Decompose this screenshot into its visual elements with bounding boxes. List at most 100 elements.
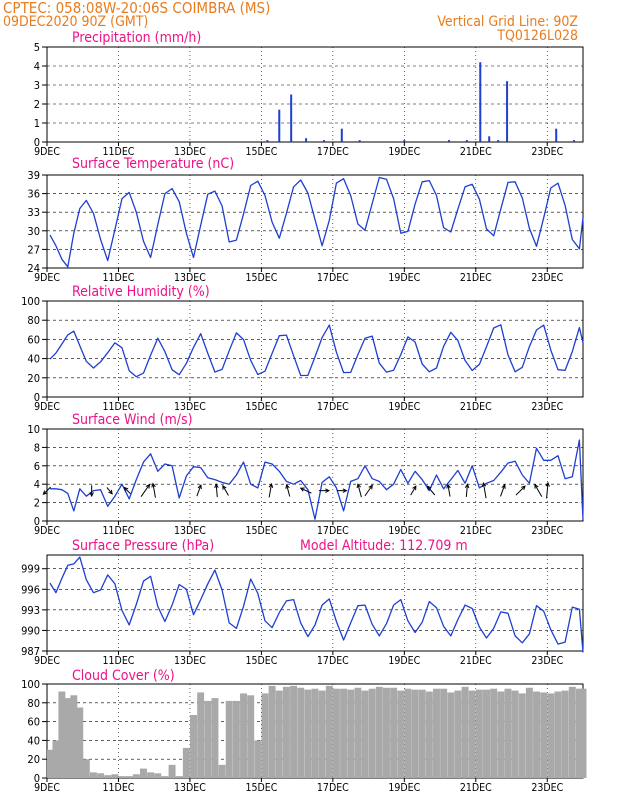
cloud-bar xyxy=(411,689,419,778)
cloud-bar xyxy=(579,688,587,778)
x-tick-label: 21DEC xyxy=(460,782,492,794)
wind-arrow xyxy=(151,482,156,498)
wind-arrow-shaft xyxy=(465,484,468,497)
cloud-bar xyxy=(268,685,276,778)
x-tick-label: 11DEC xyxy=(103,272,135,284)
cloud-bar xyxy=(433,688,440,778)
precip-bar xyxy=(555,128,558,142)
wind-arrow xyxy=(196,484,202,497)
y-tick-label: 8 xyxy=(34,441,40,454)
cloud-bar xyxy=(47,749,54,778)
cloud-bar xyxy=(504,688,512,778)
cloud-bar xyxy=(76,707,84,778)
y-tick-label: 6 xyxy=(34,460,40,473)
cloud-bar xyxy=(461,686,469,778)
panel-wind: 0 2 4 6 8 10 9DEC 11DEC 13DEC 15DEC 17DEC 19DEC 21DE… xyxy=(27,412,584,537)
y-tick-label: 5 xyxy=(34,41,40,54)
cloud-bar xyxy=(540,692,548,778)
cloud-bar xyxy=(547,693,555,778)
y-tick-label: 39 xyxy=(27,169,40,182)
x-tick-label: 21DEC xyxy=(460,655,492,667)
x-tick-label: 19DEC xyxy=(388,655,420,667)
wind-arrow xyxy=(42,486,51,496)
cloud-bar xyxy=(64,698,72,778)
cloud-bar xyxy=(325,685,333,778)
wind-arrow-shaft xyxy=(222,485,229,496)
y-tick-label: 36 xyxy=(27,188,40,201)
precip-bar xyxy=(358,140,361,142)
y-tick-label: 3 xyxy=(34,79,40,92)
x-tick-label: 19DEC xyxy=(388,401,420,413)
panel-title: Surface Pressure (hPa) xyxy=(72,538,214,554)
wind-arrow xyxy=(364,484,373,497)
wind-arrow-head xyxy=(108,489,113,495)
y-tick-label: 4 xyxy=(34,60,40,73)
cloud-bar xyxy=(225,700,233,778)
y-tick-label: 80 xyxy=(27,697,40,710)
cloud-bar xyxy=(418,689,426,778)
cloud-bar xyxy=(89,772,97,778)
x-tick-label: 23DEC xyxy=(531,272,563,284)
wind-arrow xyxy=(356,483,362,498)
y-tick-label: 990 xyxy=(21,624,40,637)
cloud-bar xyxy=(440,688,448,778)
y-tick-label: 1 xyxy=(34,117,40,130)
wind-arrow-shaft xyxy=(300,487,312,494)
cloud-bar xyxy=(190,715,197,778)
cloud-bar xyxy=(290,685,298,778)
x-tick-label: 15DEC xyxy=(245,525,277,537)
wind-arrow-head xyxy=(446,483,451,489)
panel-pres: 987 990 993 996 999 9DEC 11DEC 13DEC 15DEC 17DEC 1… xyxy=(21,538,584,667)
wind-arrow-shaft xyxy=(140,484,150,497)
x-tick-label: 13DEC xyxy=(174,525,206,537)
pres-series-line xyxy=(49,556,584,653)
cloud-bar xyxy=(175,776,183,778)
x-tick-label: 13DEC xyxy=(174,146,206,158)
cloud-bar xyxy=(397,690,405,778)
wind-arrow-shaft xyxy=(357,484,362,498)
cloud-bar xyxy=(125,776,133,778)
wind-arrow-head xyxy=(426,485,432,491)
y-tick-label: 40 xyxy=(27,353,40,366)
cloud-bar xyxy=(490,688,498,778)
wind-arrow-head xyxy=(342,488,348,493)
wind-arrow-shaft xyxy=(106,487,113,495)
wind-arrow-head xyxy=(325,488,331,493)
y-tick-label: 996 xyxy=(21,583,40,596)
y-tick-label: 4 xyxy=(34,478,40,491)
cloud-bar xyxy=(347,689,355,778)
x-tick-label: 15DEC xyxy=(245,146,277,158)
cloud-bar xyxy=(425,691,433,778)
cloud-bar xyxy=(261,693,269,778)
precip-bar xyxy=(497,140,500,142)
y-tick-label: 987 xyxy=(21,645,40,658)
x-tick-label: 17DEC xyxy=(317,782,349,794)
rh-series-line xyxy=(49,324,584,378)
x-tick-label: 23DEC xyxy=(531,655,563,667)
panel-title: Precipitation (mm/h) xyxy=(72,30,201,46)
cloud-bar xyxy=(332,688,340,778)
x-tick-label: 9DEC xyxy=(34,272,60,284)
x-tick-label: 13DEC xyxy=(174,401,206,413)
y-tick-label: 999 xyxy=(21,563,40,576)
x-tick-label: 19DEC xyxy=(388,782,420,794)
cloud-bar xyxy=(82,759,90,778)
wind-arrow xyxy=(515,485,526,496)
wind-arrow xyxy=(89,485,94,498)
cloud-bar xyxy=(382,687,390,778)
cloud-bar xyxy=(340,688,348,778)
wind-arrow-head xyxy=(545,481,550,487)
y-tick-label: 0 xyxy=(34,391,40,404)
cloud-bar xyxy=(447,692,455,778)
panel-title: Relative Humidity (%) xyxy=(72,284,210,300)
wind-arrow-head xyxy=(197,484,202,490)
cloud-bar xyxy=(568,686,576,778)
cloud-bar xyxy=(483,689,491,778)
wind-arrow-shaft xyxy=(427,485,436,496)
precip-bar xyxy=(488,136,491,142)
wind-arrow-shaft xyxy=(410,485,417,496)
x-tick-label: 9DEC xyxy=(34,401,60,413)
precip-bar xyxy=(266,140,269,142)
y-tick-label: 80 xyxy=(27,314,40,327)
